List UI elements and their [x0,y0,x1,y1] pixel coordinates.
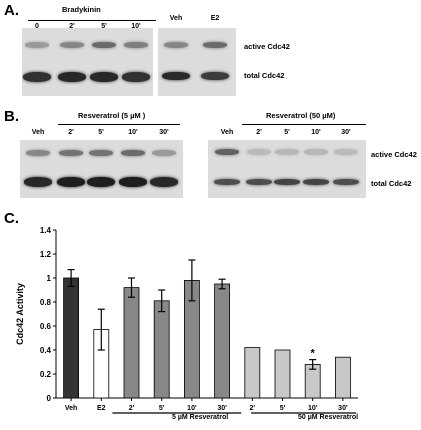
blot-b1-band-r1-4 [150,177,178,187]
y-tick-label-0: 0 [47,394,52,403]
blot-b-resveratrol-5 [20,140,183,198]
blot-a1-band-r0-3 [124,42,148,48]
blot-b2-band-r0-2 [275,149,299,155]
blot-a2-band-r0-1 [203,42,227,48]
x-tick-label-0: Veh [65,405,77,412]
blot-a1-band-r1-2 [90,72,118,82]
res5-lane-label-4: 30' [159,129,169,136]
blot-a1-band-r1-3 [122,72,150,82]
blot-a2-band-r1-0 [162,72,190,80]
ve-lane-label-0: Veh [169,15,183,22]
group-5um-label: 5 µM Resveratrol [172,414,229,421]
blot-b1-band-r1-0 [24,177,52,187]
bk-lane-label-3: 10' [131,23,141,30]
bar-5 [214,283,231,399]
x-tick-label-4: 10' [187,405,197,412]
blot-a1-band-r0-0 [25,42,49,48]
res5-lane-label-3: 10' [128,129,138,136]
resveratrol-5-underline [58,124,180,125]
blot-a1-band-r1-1 [58,72,86,82]
blot-a2-band-r0-0 [164,42,188,48]
bar-0 [63,277,79,399]
res5-lane-label-2: 5' [98,129,104,136]
blot-a1-band-r0-1 [60,42,84,48]
res50-lane-label-1: 2' [256,129,262,136]
res5-lane-label-1: 2' [68,129,74,136]
bradykinin-underline [28,20,156,21]
blot-b2-band-r1-1 [246,179,272,185]
resveratrol-50-underline [242,124,366,125]
panel-a-active-label: active Cdc42 [244,42,290,51]
blot-b2-band-r1-2 [274,179,300,185]
bar-6 [244,347,261,399]
x-tick-label-3: 5' [159,405,165,412]
panel-b-active-label: active Cdc42 [371,150,417,159]
blot-b1-band-r0-3 [121,150,145,156]
panel-a-letter: A. [4,2,19,19]
blot-b2-band-r1-4 [333,179,359,185]
blot-b2-band-r1-3 [303,179,329,185]
y-axis-label: Cdc42 Activity [15,283,25,345]
blot-a-bradykinin [22,28,153,96]
y-tick-label-7: 1.4 [40,226,52,235]
significance-asterisk: * [311,348,316,360]
y-tick-label-3: 0.6 [40,322,52,331]
y-tick-label-5: 1 [47,274,52,283]
res50-lane-label-4: 30' [341,129,351,136]
panel-b-total-label: total Cdc42 [371,179,412,188]
x-tick-label-1: E2 [97,405,106,412]
res50-lane-label-0: Veh [220,129,234,136]
x-tick-label-7: 5' [280,405,286,412]
x-tick-label-2: 2' [129,405,135,412]
blot-a-veh-e2 [158,28,236,96]
blot-b1-band-r0-0 [26,150,50,156]
blot-b1-band-r0-2 [89,150,113,156]
blot-a1-band-r0-2 [92,42,116,48]
x-tick-label-5: 30' [217,405,227,412]
bradykinin-title: Bradykinin [62,5,101,14]
blot-a2-band-r1-1 [201,72,229,80]
x-tick-label-6: 2' [250,405,256,412]
panel-c-letter: C. [4,210,19,227]
ve-lane-label-1: E2 [210,15,220,22]
blot-b2-band-r0-4 [334,149,358,155]
resveratrol-50-title: Resveratrol (50 µM) [266,111,336,120]
resveratrol-5-title: Resveratrol (5 µM ) [78,111,146,120]
y-tick-label-4: 0.8 [40,298,52,307]
x-tick-label-9: 30' [338,405,348,412]
blot-b1-band-r1-1 [57,177,85,187]
x-tick-label-8: 10' [308,405,318,412]
y-tick-label-6: 1.2 [40,250,52,259]
y-tick-label-2: 0.4 [40,346,52,355]
blot-b2-band-r0-3 [304,149,328,155]
res5-lane-label-0: Veh [31,129,45,136]
blot-b1-band-r0-1 [59,150,83,156]
bk-lane-label-2: 5' [101,23,107,30]
blot-b-resveratrol-50 [208,140,366,198]
res50-lane-label-3: 10' [311,129,321,136]
group-50um-label: 50 µM Resveratrol [298,414,359,421]
res50-lane-label-2: 5' [284,129,290,136]
bar-9 [334,356,351,399]
blot-b1-band-r1-3 [119,177,147,187]
blot-b2-band-r0-0 [215,149,239,155]
panel-b-letter: B. [4,108,19,125]
blot-b2-band-r0-1 [247,149,271,155]
blot-a1-band-r1-0 [23,72,51,82]
bar-2 [123,287,140,399]
blot-b2-band-r1-0 [214,179,240,185]
bk-lane-label-0: 0 [35,23,39,30]
bar-7 [274,349,291,399]
blot-b1-band-r0-4 [152,150,176,156]
bk-lane-label-1: 2' [69,23,75,30]
panel-a-total-label: total Cdc42 [244,71,285,80]
blot-b1-band-r1-2 [87,177,115,187]
bar-3 [153,300,170,399]
y-tick-label-1: 0.2 [40,370,52,379]
